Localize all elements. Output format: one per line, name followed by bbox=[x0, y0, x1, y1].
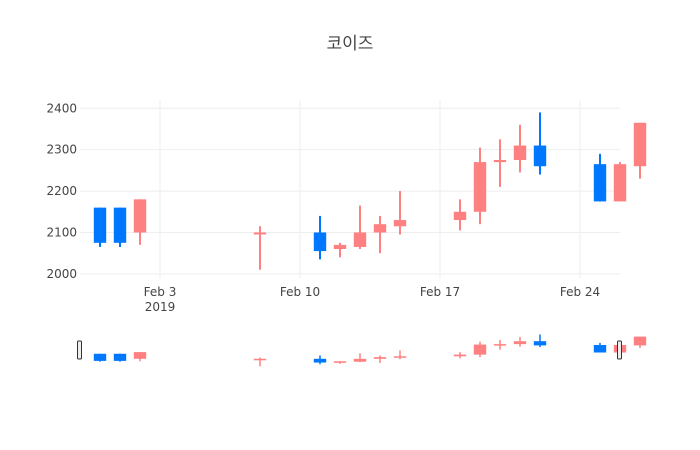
slider-candle bbox=[353, 353, 367, 363]
slider-candle bbox=[313, 355, 327, 365]
slider-candle bbox=[113, 353, 127, 362]
candle bbox=[393, 191, 407, 235]
candle-body bbox=[253, 232, 267, 235]
slider-candle bbox=[473, 341, 487, 358]
candle bbox=[633, 122, 647, 179]
candle bbox=[313, 215, 327, 260]
candle-body bbox=[373, 224, 387, 233]
slider-candle-body bbox=[93, 353, 107, 361]
candle-body bbox=[133, 199, 147, 233]
x-tick-label: Feb 24 bbox=[560, 285, 600, 299]
slider-candle-body bbox=[113, 353, 127, 361]
candle bbox=[473, 147, 487, 225]
range-slider[interactable] bbox=[77, 334, 647, 367]
y-tick-label: 2100 bbox=[46, 225, 77, 239]
candle bbox=[93, 207, 107, 247]
slider-candle bbox=[253, 357, 267, 367]
y-tick-label: 2200 bbox=[46, 184, 77, 198]
candle bbox=[453, 199, 467, 231]
candle-body bbox=[613, 164, 627, 202]
slider-candle bbox=[513, 337, 527, 347]
candle-body bbox=[93, 207, 107, 243]
slider-candle-body bbox=[513, 341, 527, 345]
slider-candle-body bbox=[533, 341, 547, 346]
candle bbox=[113, 207, 127, 247]
candle-body bbox=[453, 211, 467, 221]
candle-body bbox=[513, 145, 527, 161]
candle-body bbox=[533, 145, 547, 167]
slider-candle bbox=[633, 336, 647, 348]
slider-candle bbox=[453, 352, 467, 359]
candle bbox=[493, 139, 507, 187]
candle-body bbox=[313, 232, 327, 252]
slider-candle bbox=[533, 334, 547, 348]
slider-candle-body bbox=[253, 358, 267, 361]
slider-candle-body bbox=[633, 336, 647, 346]
candle bbox=[133, 199, 147, 245]
candle bbox=[513, 124, 527, 173]
slider-candle-body bbox=[353, 358, 367, 362]
candle-body bbox=[593, 164, 607, 202]
slider-candle bbox=[93, 353, 107, 362]
slider-candle-body bbox=[133, 352, 147, 359]
range-slider-right-handle[interactable] bbox=[617, 340, 622, 360]
candle-body bbox=[633, 122, 647, 167]
slider-candle-body bbox=[593, 344, 607, 353]
slider-candle bbox=[593, 342, 607, 353]
candle bbox=[373, 215, 387, 254]
candle-body bbox=[393, 220, 407, 227]
candle-body bbox=[473, 162, 487, 212]
candle bbox=[593, 153, 607, 202]
slider-candle-body bbox=[453, 354, 467, 357]
x-tick-label: Feb 17 bbox=[420, 285, 460, 299]
candle bbox=[353, 205, 367, 250]
candle bbox=[533, 112, 547, 175]
slider-candle bbox=[393, 350, 407, 360]
slider-candle-body bbox=[333, 361, 347, 363]
slider-candle-body bbox=[313, 358, 327, 363]
x-tick-label: Feb 3 bbox=[144, 285, 177, 299]
slider-candle-body bbox=[493, 344, 507, 346]
candle bbox=[613, 162, 627, 202]
slider-candle-body bbox=[393, 356, 407, 358]
chart-title: 코이즈 bbox=[327, 34, 374, 54]
slider-candle bbox=[373, 355, 387, 363]
x-tick-label: Feb 10 bbox=[280, 285, 320, 299]
range-slider-left-handle[interactable] bbox=[77, 340, 82, 360]
candle bbox=[333, 242, 347, 258]
slider-candle-body bbox=[373, 357, 387, 359]
grid bbox=[80, 100, 620, 278]
candle-body bbox=[113, 207, 127, 243]
slider-candle bbox=[333, 360, 347, 364]
x-tick-year-label: 2019 bbox=[145, 300, 176, 314]
slider-candle-body bbox=[473, 344, 487, 355]
y-tick-label: 2000 bbox=[46, 267, 77, 281]
slider-candle bbox=[493, 339, 507, 350]
y-tick-label: 2400 bbox=[46, 101, 77, 115]
candle-body bbox=[333, 244, 347, 250]
y-axis: 2000 2100 2200 2300 2400 bbox=[46, 101, 77, 281]
slider-candle bbox=[133, 352, 147, 362]
candle bbox=[253, 226, 267, 270]
y-tick-label: 2300 bbox=[46, 143, 77, 157]
candles bbox=[93, 112, 647, 270]
candle-body bbox=[353, 232, 367, 247]
candle-body bbox=[493, 160, 507, 163]
